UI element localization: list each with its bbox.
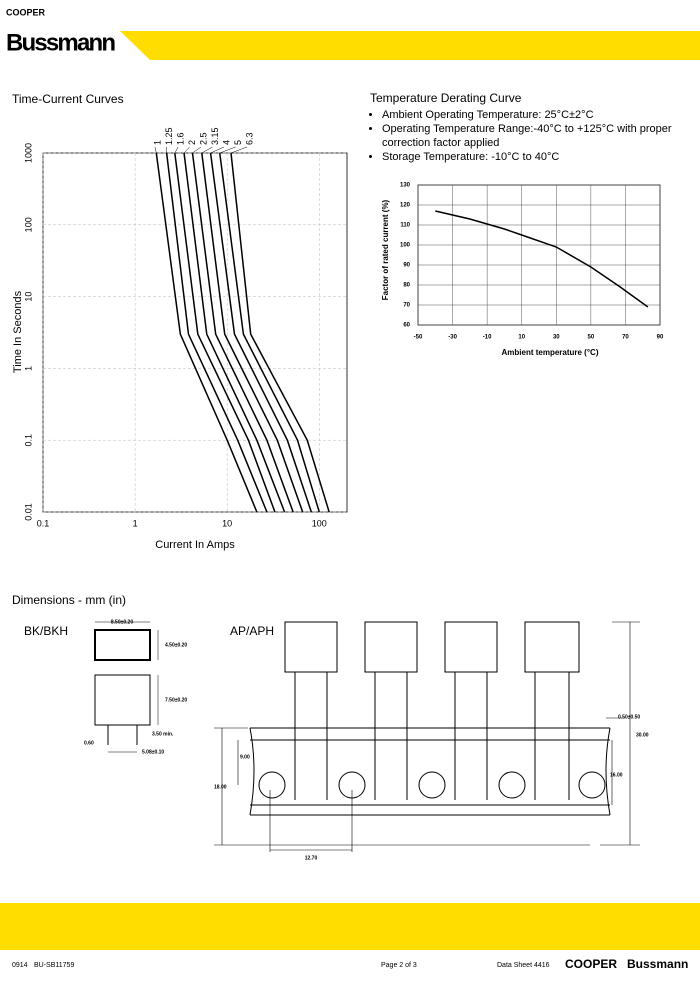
ap-label: AP/APH	[230, 624, 274, 638]
y-tick-label: 0.1	[23, 434, 33, 447]
x-tick-label: 100	[312, 518, 327, 528]
label-leader	[192, 146, 202, 154]
brand-small: COOPER	[6, 7, 46, 17]
dim-label: 8.50±0.20	[111, 619, 133, 625]
plot-frame	[42, 152, 348, 513]
label-leader	[230, 146, 248, 154]
x-tick-label: 0.1	[37, 518, 50, 528]
label-leader	[174, 146, 179, 154]
note: Storage Temperature: -10°C to 40°C	[382, 150, 700, 164]
y-tick-label: 120	[400, 203, 411, 209]
dim-label: 12.70	[305, 855, 318, 861]
label-leader	[183, 146, 190, 154]
header-band	[120, 31, 700, 60]
curve-label: 3.15	[210, 127, 220, 145]
curve	[174, 152, 276, 513]
curve	[230, 152, 330, 513]
y-tick-label: 60	[403, 323, 410, 329]
dim-label: 0.50±0.50	[618, 714, 640, 720]
y-tick-label: 70	[403, 303, 410, 309]
footer-band	[0, 903, 700, 950]
dim-label: 30.00	[636, 732, 649, 738]
y-tick-label: 80	[403, 283, 410, 289]
curve	[209, 152, 313, 513]
label-leader	[210, 146, 225, 154]
y-tick-label: 10	[23, 292, 33, 302]
y-tick-label: 100	[23, 217, 33, 232]
note: Ambient Operating Temperature: 25°C±2°C	[382, 108, 700, 122]
y-tick-label: 110	[400, 223, 410, 229]
curve-label: 1.6	[175, 132, 185, 145]
curve	[191, 152, 294, 513]
ap-drawing	[214, 621, 640, 852]
curve-label: 4	[221, 140, 231, 145]
chart-title: Time-Current Curves	[12, 92, 124, 106]
brand: Bussmann	[6, 29, 116, 56]
dim-label: 16.00	[610, 772, 623, 778]
curve	[435, 210, 649, 308]
y-axis-label: Time In Seconds	[12, 290, 24, 373]
x-tick-label: 70	[622, 335, 629, 341]
dim-label: 4.50±0.20	[165, 642, 187, 648]
footer-page: Page 2 of 3	[381, 962, 417, 969]
dim-label: 5.08±0.10	[142, 749, 164, 755]
x-tick-label: 10	[222, 518, 232, 528]
y-tick-label: 130	[400, 183, 411, 189]
curve	[155, 152, 258, 513]
curve-label: 1.25	[164, 127, 174, 145]
dim-label: 0.60	[84, 740, 94, 746]
curve-label: 1	[152, 140, 162, 145]
curve-label: 6.3	[244, 132, 254, 145]
x-tick-label: 50	[588, 335, 595, 341]
bk-label: BK/BKH	[24, 624, 68, 638]
y-axis-label: Factor of rated current (%)	[381, 199, 390, 300]
chart-title: Temperature Derating Curve	[370, 91, 522, 105]
x-tick-label: 30	[553, 335, 560, 341]
dim-label: 7.50±0.20	[165, 697, 187, 703]
curve-label: 2.5	[198, 132, 208, 145]
dim-label: 18.00	[214, 784, 227, 790]
footer-sheet: Data Sheet 4416	[497, 962, 550, 969]
y-tick-label: 90	[403, 263, 410, 269]
label-leader	[219, 146, 236, 154]
curve-label: 2	[187, 140, 197, 145]
curve	[201, 152, 304, 513]
x-axis-label: Ambient temperature (°C)	[502, 348, 599, 357]
derating-notes: Ambient Operating Temperature: 25°C±2°C …	[370, 108, 700, 164]
x-axis-label: Current In Amps	[155, 539, 235, 551]
curve	[218, 152, 320, 513]
y-tick-label: 1	[23, 366, 33, 371]
footer-brand-cooper: COOPER	[565, 957, 617, 971]
dim-label: 9.00	[240, 754, 250, 760]
bk-drawing	[94, 621, 159, 753]
x-tick-label: -50	[414, 335, 423, 341]
label-leader	[201, 146, 213, 154]
x-tick-label: 10	[518, 335, 525, 341]
footer-code: 0914	[12, 962, 28, 969]
x-tick-label: 90	[657, 335, 664, 341]
dim-label: 3.50 min.	[152, 731, 174, 737]
curve-label: 5	[233, 140, 243, 145]
footer-brand: Bussmann	[627, 957, 688, 971]
x-tick-label: -30	[448, 335, 457, 341]
note: Operating Temperature Range:-40°C to +12…	[382, 122, 700, 150]
x-tick-label: -10	[483, 335, 492, 341]
x-tick-label: 1	[133, 518, 138, 528]
label-leader	[154, 146, 157, 154]
y-tick-label: 0.01	[23, 503, 33, 521]
curve	[183, 152, 286, 513]
curve	[165, 152, 268, 513]
section-title: Dimensions - mm (in)	[12, 593, 126, 607]
plot-frame	[417, 184, 661, 326]
footer-doc: BU-SB11759	[34, 962, 74, 969]
y-tick-label: 100	[400, 243, 411, 249]
y-tick-label: 1000	[23, 143, 33, 163]
